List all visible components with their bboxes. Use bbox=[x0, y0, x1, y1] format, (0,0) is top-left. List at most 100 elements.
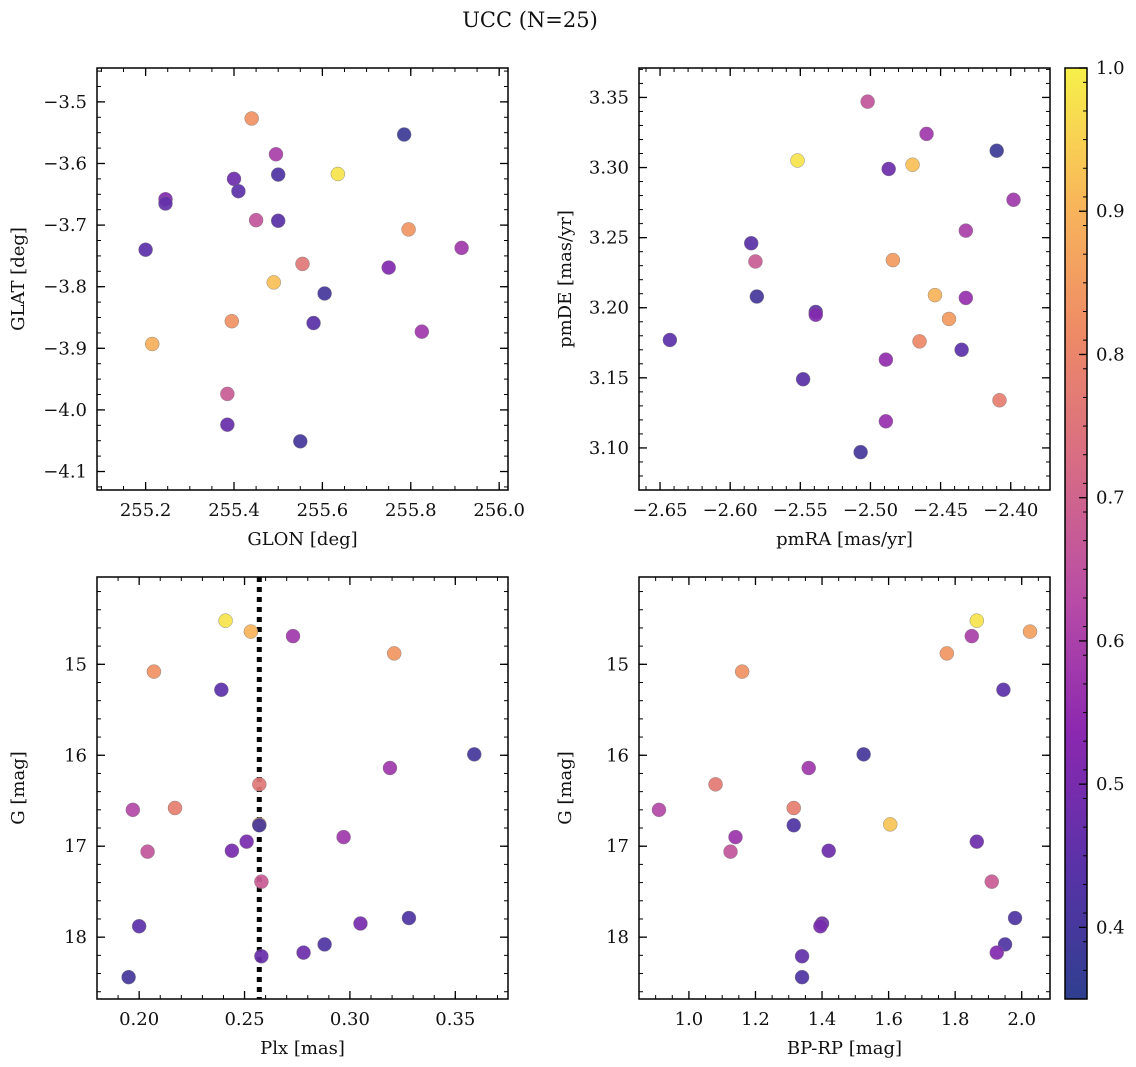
x-tick-label: −2.50 bbox=[843, 500, 898, 521]
data-point bbox=[912, 334, 927, 349]
y-tick-label: 3.25 bbox=[589, 228, 629, 249]
data-point bbox=[662, 332, 678, 348]
y-tick-label: 16 bbox=[64, 745, 87, 766]
y-tick-label: 15 bbox=[606, 654, 629, 675]
data-point bbox=[244, 111, 259, 126]
colorbar-frame bbox=[1064, 67, 1088, 1000]
y-tick-label: −3.8 bbox=[43, 277, 87, 298]
data-point bbox=[293, 434, 308, 449]
data-point bbox=[224, 843, 240, 858]
data-point bbox=[414, 324, 430, 339]
data-point bbox=[158, 196, 173, 211]
data-point bbox=[919, 126, 934, 142]
y-axis-label: pmDE [mas/yr] bbox=[555, 210, 576, 348]
data-point bbox=[749, 289, 765, 304]
colorbar-gradient bbox=[1065, 68, 1087, 999]
data-point bbox=[270, 167, 286, 182]
data-point bbox=[167, 800, 183, 816]
data-point bbox=[801, 760, 816, 776]
data-point bbox=[989, 143, 1004, 158]
y-tick-label: 3.15 bbox=[589, 368, 629, 389]
data-point bbox=[883, 817, 898, 832]
x-tick-label: 0.20 bbox=[119, 1009, 159, 1030]
data-point bbox=[878, 414, 894, 429]
data-point bbox=[744, 236, 759, 251]
y-tick-label: 3.10 bbox=[589, 438, 629, 459]
data-point bbox=[1007, 910, 1023, 926]
data-point bbox=[939, 646, 955, 661]
x-axis-label: GLON [deg] bbox=[247, 529, 357, 550]
x-tick-label: −2.45 bbox=[913, 500, 968, 521]
data-point bbox=[878, 352, 894, 367]
data-point bbox=[795, 372, 811, 387]
x-tick-label: 1.2 bbox=[741, 1009, 770, 1030]
data-point bbox=[954, 342, 969, 358]
plot-frame bbox=[638, 67, 1051, 491]
data-point bbox=[821, 843, 836, 858]
x-tick-label: 256.0 bbox=[473, 500, 525, 521]
x-tick-label: −2.65 bbox=[632, 500, 687, 521]
panels: 255.2 255.4 255.6 255.8 256.0 −3.5 −3.6 −3.7 −3.… bbox=[8, 67, 1051, 1059]
data-point bbox=[382, 760, 398, 776]
x-tick-label: 255.8 bbox=[385, 500, 437, 521]
y-axis-label: G [mag] bbox=[8, 751, 29, 824]
x-tick-label: 0.35 bbox=[435, 1009, 475, 1030]
y-axis-label: G [mag] bbox=[555, 751, 576, 824]
data-point bbox=[808, 307, 823, 322]
x-tick-label: 1.8 bbox=[941, 1009, 970, 1030]
y-tick-label: −4.1 bbox=[43, 462, 87, 483]
data-point bbox=[454, 240, 469, 256]
data-point bbox=[984, 874, 999, 889]
data-point bbox=[317, 937, 332, 952]
data-point bbox=[881, 161, 896, 177]
data-point bbox=[401, 910, 417, 926]
data-point bbox=[252, 818, 267, 833]
data-point bbox=[992, 393, 1007, 408]
y-tick-label: 3.20 bbox=[589, 298, 629, 319]
data-point bbox=[295, 256, 310, 272]
y-axis-label: GLAT [deg] bbox=[8, 227, 29, 331]
data-point bbox=[708, 777, 723, 792]
data-point bbox=[214, 682, 229, 697]
data-point bbox=[969, 834, 984, 849]
x-tick-label: 255.6 bbox=[297, 500, 349, 521]
data-point bbox=[146, 664, 162, 679]
data-point bbox=[958, 223, 974, 238]
data-point bbox=[138, 242, 153, 257]
data-point bbox=[266, 275, 281, 290]
colorbar: 0.4 0.5 0.6 0.7 0.8 0.9 1.0 bbox=[1064, 58, 1125, 1000]
plot-frame bbox=[638, 576, 1051, 1000]
data-point bbox=[885, 252, 901, 268]
data-point bbox=[996, 682, 1011, 697]
data-point bbox=[353, 916, 368, 931]
data-point bbox=[786, 818, 801, 833]
colorbar-tick-label: 1.0 bbox=[1096, 58, 1125, 79]
y-tick-label: 17 bbox=[64, 836, 87, 857]
data-point bbox=[317, 286, 332, 301]
y-tick-label: 18 bbox=[606, 927, 629, 948]
data-point bbox=[1006, 192, 1021, 207]
data-point bbox=[285, 628, 301, 644]
data-point bbox=[467, 747, 482, 762]
data-point bbox=[381, 260, 396, 275]
y-tick-label: 3.35 bbox=[589, 87, 629, 108]
y-tick-label: 16 bbox=[606, 745, 629, 766]
x-tick-label: 255.2 bbox=[120, 500, 172, 521]
data-point bbox=[396, 127, 412, 142]
x-tick-label: 1.4 bbox=[808, 1009, 837, 1030]
data-point bbox=[964, 628, 979, 644]
y-tick-label: −3.7 bbox=[43, 215, 87, 236]
data-point bbox=[786, 800, 801, 816]
x-tick-label: −2.40 bbox=[983, 500, 1038, 521]
data-point bbox=[248, 212, 264, 228]
data-point bbox=[243, 624, 259, 639]
data-point bbox=[239, 834, 254, 849]
x-axis-label: BP-RP [mag] bbox=[787, 1038, 902, 1059]
x-tick-label: 255.4 bbox=[208, 500, 260, 521]
colorbar-tick-label: 0.9 bbox=[1096, 201, 1125, 222]
panel-1: 255.2 255.4 255.6 255.8 256.0 −3.5 −3.6 −3.7 −3.… bbox=[8, 67, 525, 550]
data-point bbox=[252, 777, 267, 792]
data-point bbox=[651, 802, 667, 818]
data-point bbox=[748, 254, 763, 269]
